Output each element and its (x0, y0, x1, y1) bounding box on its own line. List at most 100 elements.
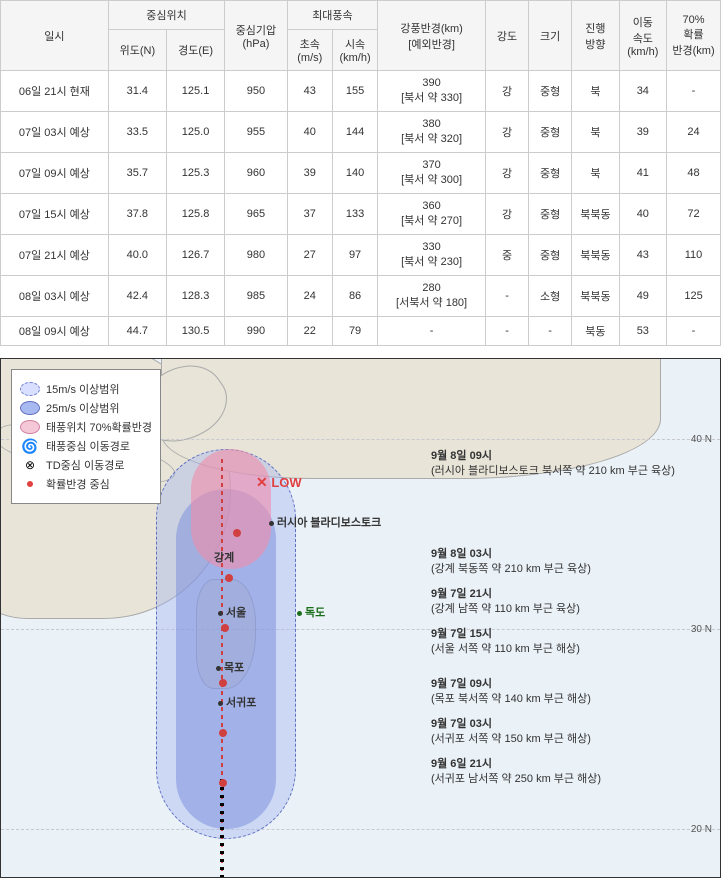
annot-sub: (서귀포 남서쪽 약 250 km 부근 해상) (431, 772, 601, 787)
cell-prob: - (667, 317, 721, 346)
legend-td-track: TD중심 이동경로 (46, 457, 124, 473)
annot-title: 9월 7일 15시 (431, 627, 580, 642)
cell-date: 08일 09시 예상 (1, 317, 109, 346)
cell-dir: 북북동 (572, 194, 619, 235)
cell-prob: 24 (667, 112, 721, 153)
td-icon: ⊗ (20, 458, 40, 472)
cell-dir: 북북동 (572, 235, 619, 276)
cell-lat: 44.7 (108, 317, 166, 346)
typhoon-icon: 🌀 (20, 439, 40, 453)
cell-intensity: 중 (485, 235, 528, 276)
cell-radius: - (378, 317, 486, 346)
th-date: 일시 (1, 1, 109, 71)
map-annotation: 9월 7일 03시(서귀포 서쪽 약 150 km 부근 해상) (431, 717, 591, 748)
map-annotation: 9월 6일 21시(서귀포 남서쪽 약 250 km 부근 해상) (431, 757, 601, 788)
low-marker: ✕ LOW (256, 474, 302, 491)
table-row: 08일 03시 예상42.4128.39852486280[서북서 약 180]… (1, 276, 721, 317)
cell-prob: 125 (667, 276, 721, 317)
legend-70pct: 태풍위치 70%확률반경 (46, 419, 152, 435)
cell-speed: 43 (619, 235, 666, 276)
cell-radius: 380[북서 약 320] (378, 112, 486, 153)
table-row: 08일 09시 예상44.7130.59902279---북동53- (1, 317, 721, 346)
cell-intensity: - (485, 317, 528, 346)
cell-date: 08일 03시 예상 (1, 276, 109, 317)
cell-pressure: 960 (225, 153, 288, 194)
th-maxwind: 최대풍속 (287, 1, 378, 30)
cell-kmh: 140 (332, 153, 377, 194)
cell-radius: 360[북서 약 270] (378, 194, 486, 235)
cell-lon: 126.7 (166, 235, 224, 276)
cell-date: 07일 09시 예상 (1, 153, 109, 194)
cell-dir: 북동 (572, 317, 619, 346)
cell-size: 중형 (529, 71, 572, 112)
cell-radius: 390[북서 약 330] (378, 71, 486, 112)
cell-prob: 110 (667, 235, 721, 276)
cell-pressure: 950 (225, 71, 288, 112)
cell-ms: 39 (287, 153, 332, 194)
cell-speed: 34 (619, 71, 666, 112)
th-intensity: 강도 (485, 1, 528, 71)
cell-ms: 24 (287, 276, 332, 317)
th-lon: 경도(E) (166, 30, 224, 71)
cell-kmh: 86 (332, 276, 377, 317)
annot-title: 9월 8일 09시 (431, 449, 675, 464)
legend-prob-center: 확률반경 중심 (46, 476, 110, 492)
map-annotation: 9월 7일 21시(강계 남쪽 약 110 km 부근 육상) (431, 587, 580, 618)
cell-lon: 125.3 (166, 153, 224, 194)
cell-intensity: 강 (485, 153, 528, 194)
cell-date: 07일 03시 예상 (1, 112, 109, 153)
annot-sub: (러시아 블라디보스토크 북서쪽 약 210 km 부근 육상) (431, 464, 675, 479)
cell-date: 06일 21시 현재 (1, 71, 109, 112)
annot-sub: (목포 북서쪽 약 140 km 부근 해상) (431, 692, 591, 707)
table-row: 07일 09시 예상35.7125.396039140370[북서 약 300]… (1, 153, 721, 194)
cell-ms: 43 (287, 71, 332, 112)
legend-25ms: 25m/s 이상범위 (46, 400, 120, 416)
annot-sub: (강계 남쪽 약 110 km 부근 육상) (431, 602, 580, 617)
cell-kmh: 79 (332, 317, 377, 346)
map-annotation: 9월 7일 15시(서울 서쪽 약 110 km 부근 해상) (431, 627, 580, 658)
th-speed: 이동 속도 (km/h) (619, 1, 666, 71)
th-center-pos: 중심위치 (108, 1, 224, 30)
cell-pressure: 965 (225, 194, 288, 235)
cell-lon: 125.8 (166, 194, 224, 235)
city-vladivostok: 러시아 블라디보스토크 (269, 514, 381, 530)
map-legend: 15m/s 이상범위 25m/s 이상범위 태풍위치 70%확률반경 🌀태풍중심… (11, 369, 161, 504)
cell-speed: 53 (619, 317, 666, 346)
city-seoul: 서울 (218, 604, 246, 620)
annot-sub: (서울 서쪽 약 110 km 부근 해상) (431, 642, 580, 657)
cell-lon: 125.1 (166, 71, 224, 112)
th-kmh: 시속 (km/h) (332, 30, 377, 71)
cell-lat: 40.0 (108, 235, 166, 276)
cell-lat: 33.5 (108, 112, 166, 153)
cell-speed: 41 (619, 153, 666, 194)
legend-15ms: 15m/s 이상범위 (46, 381, 120, 397)
cell-pressure: 955 (225, 112, 288, 153)
cell-radius: 280[서북서 약 180] (378, 276, 486, 317)
th-lat: 위도(N) (108, 30, 166, 71)
map-annotation: 9월 8일 03시(강계 북동쪽 약 210 km 부근 육상) (431, 547, 591, 578)
th-prob: 70% 확률 반경(km) (667, 1, 721, 71)
cell-radius: 370[북서 약 300] (378, 153, 486, 194)
cell-lat: 31.4 (108, 71, 166, 112)
map-annotation: 9월 7일 09시(목포 북서쪽 약 140 km 부근 해상) (431, 677, 591, 708)
cell-speed: 49 (619, 276, 666, 317)
cell-dir: 북 (572, 153, 619, 194)
cell-dir: 북 (572, 71, 619, 112)
cell-ms: 22 (287, 317, 332, 346)
cell-ms: 40 (287, 112, 332, 153)
cell-date: 07일 21시 예상 (1, 235, 109, 276)
cell-prob: 72 (667, 194, 721, 235)
annot-sub: (강계 북동쪽 약 210 km 부근 육상) (431, 562, 591, 577)
cell-kmh: 144 (332, 112, 377, 153)
cell-lat: 37.8 (108, 194, 166, 235)
cell-size: 중형 (529, 235, 572, 276)
cell-speed: 39 (619, 112, 666, 153)
cell-ms: 27 (287, 235, 332, 276)
city-dokdo: 독도 (297, 604, 325, 620)
annot-title: 9월 7일 09시 (431, 677, 591, 692)
cell-lon: 130.5 (166, 317, 224, 346)
prob-center-icon (27, 481, 33, 487)
cell-prob: 48 (667, 153, 721, 194)
lat-40n: 40 N (691, 434, 712, 445)
cell-size: 중형 (529, 112, 572, 153)
